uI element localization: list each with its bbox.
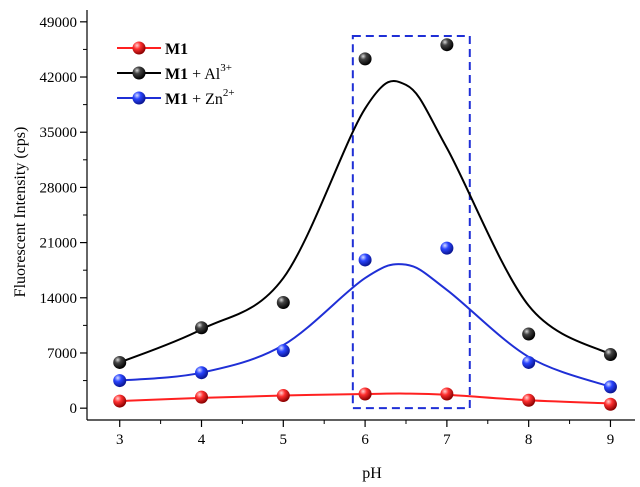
data-point-m1 xyxy=(358,387,372,401)
y-tick-label: 28000 xyxy=(40,180,78,196)
data-point-m1-al xyxy=(113,355,127,369)
data-point-m1-al xyxy=(276,296,290,310)
x-tick-label: 6 xyxy=(361,432,369,448)
y-tick-label: 0 xyxy=(70,401,78,417)
data-point-m1-zn xyxy=(440,241,454,255)
data-point-m1-zn xyxy=(276,344,290,358)
legend-marker-m1-zn xyxy=(132,91,146,105)
data-point-m1 xyxy=(603,397,617,411)
x-tick-label: 8 xyxy=(525,432,533,448)
data-point-m1-al xyxy=(603,348,617,362)
x-tick-label: 5 xyxy=(280,432,288,448)
fit-curves xyxy=(119,80,611,405)
legend-label-m1: M1 xyxy=(165,41,188,58)
y-tick-label: 49000 xyxy=(40,15,78,31)
highlight-box xyxy=(351,35,471,410)
legend-marker-m1-al xyxy=(132,66,146,80)
x-tick-label: 9 xyxy=(607,432,615,448)
data-point-m1-al xyxy=(522,327,536,341)
x-tick-label: 3 xyxy=(116,432,124,448)
fit-curve-m1-al xyxy=(119,80,611,364)
data-point-m1-al xyxy=(195,321,209,335)
legend-marker-m1 xyxy=(132,41,146,55)
data-point-m1 xyxy=(522,393,536,407)
x-tick-label: 4 xyxy=(198,432,206,448)
data-point-m1-zn xyxy=(358,253,372,267)
data-point-m1-zn xyxy=(113,374,127,388)
y-tick-label: 21000 xyxy=(40,236,78,252)
x-axis-title: pH xyxy=(362,465,382,482)
data-point-m1-zn xyxy=(522,355,536,369)
data-points xyxy=(113,38,617,411)
data-point-m1-al xyxy=(440,38,454,52)
x-ticks: 3 4 5 6 7 8 9 xyxy=(116,420,614,448)
data-point-m1-zn xyxy=(195,366,209,380)
data-point-m1-al xyxy=(358,52,372,66)
fit-curve-m1-zn xyxy=(119,263,611,388)
data-point-m1 xyxy=(440,387,454,401)
legend-label-m1-zn: M1 + Zn2+ xyxy=(165,87,235,108)
y-axis-title: Fluorescent Intensity (cps) xyxy=(12,127,29,298)
legend: M1 M1 + Al3+ M1 + Zn2+ xyxy=(117,41,235,108)
data-point-m1 xyxy=(113,394,127,408)
data-point-m1 xyxy=(276,389,290,403)
data-point-m1 xyxy=(195,390,209,404)
plot-area: 0 7000 14000 21000 28000 35000 42000 49000 3 4 5 6… xyxy=(40,10,635,448)
y-tick-label: 35000 xyxy=(40,125,78,141)
data-point-m1-zn xyxy=(603,380,617,394)
y-ticks: 0 7000 14000 21000 28000 35000 42000 49000 xyxy=(40,15,87,417)
y-tick-label: 14000 xyxy=(40,291,78,307)
y-tick-label: 7000 xyxy=(47,346,77,362)
legend-label-m1-al: M1 + Al3+ xyxy=(165,62,232,83)
x-tick-label: 7 xyxy=(443,432,451,448)
y-tick-label: 42000 xyxy=(40,70,78,86)
